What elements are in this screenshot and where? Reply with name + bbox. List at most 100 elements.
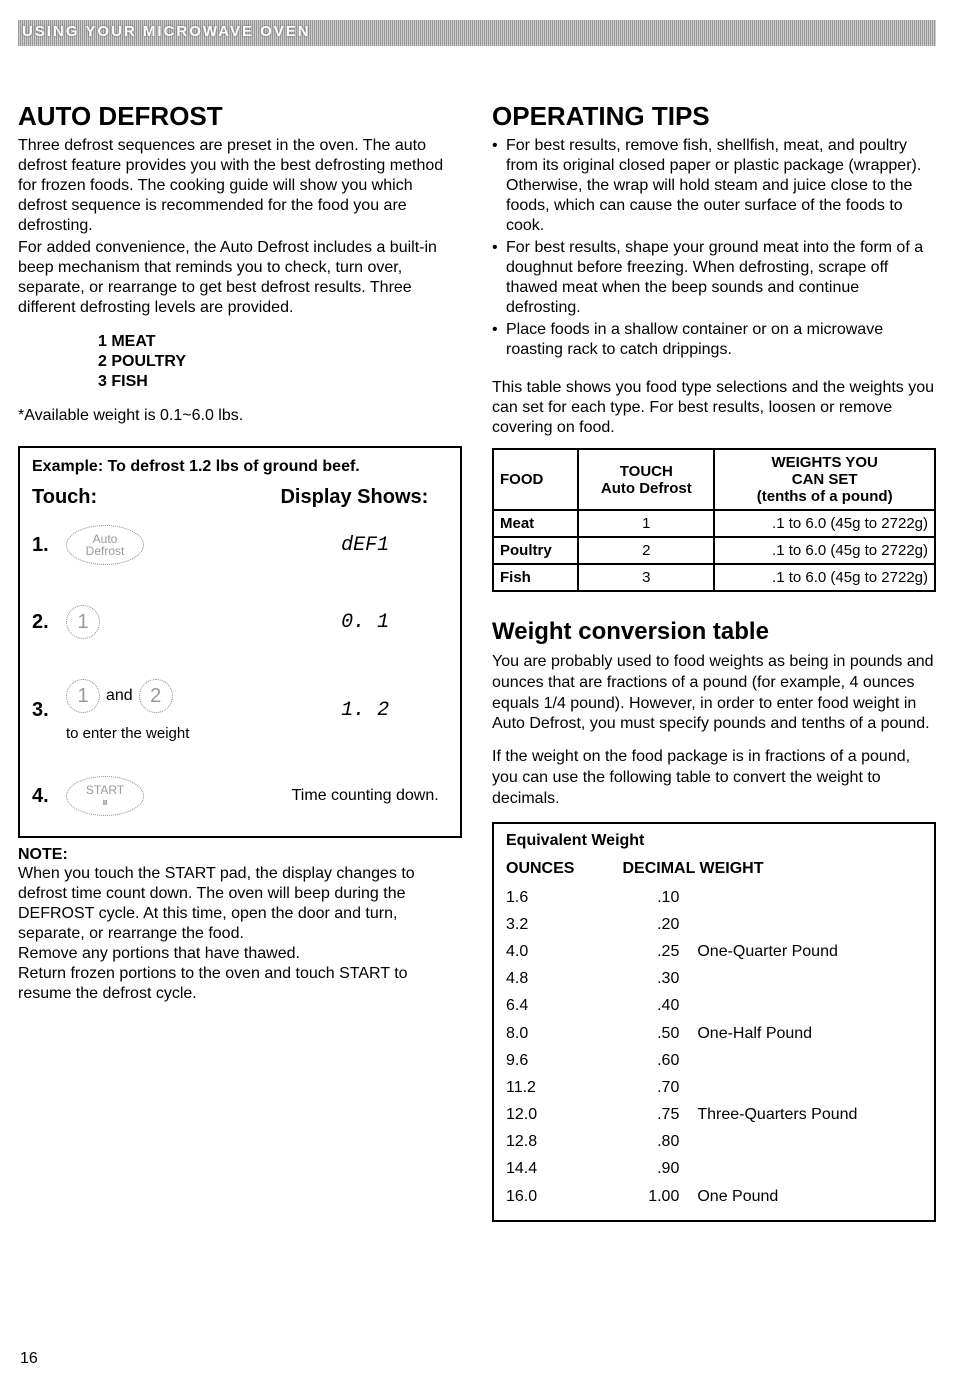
step-3-subnote: to enter the weight <box>66 725 282 742</box>
eq-row: 14.4.90 <box>506 1155 922 1182</box>
eq-label <box>697 1128 922 1155</box>
eq-label: One-Half Pound <box>697 1020 922 1047</box>
page-number: 16 <box>20 1350 38 1368</box>
eq-decimal: .30 <box>622 965 697 992</box>
eq-label <box>697 992 922 1019</box>
step-2: 2. 1 0. 1 <box>32 605 448 639</box>
eq-decimal: .90 <box>622 1155 697 1182</box>
eq-label <box>697 965 922 992</box>
food-cell: Meat <box>493 510 578 537</box>
eq-label: One-Quarter Pound <box>697 938 922 965</box>
step-4-display: Time counting down. <box>282 787 448 805</box>
eq-rows: 1.6.103.2.204.0.25One-Quarter Pound4.8.3… <box>506 884 922 1210</box>
eq-row: 1.6.10 <box>506 884 922 911</box>
section-banner: USING YOUR MICROWAVE OVEN <box>18 20 936 46</box>
eq-row: 16.01.00One Pound <box>506 1183 922 1210</box>
step-4-num: 4. <box>32 785 66 808</box>
available-weight: *Available weight is 0.1~6.0 lbs. <box>18 406 462 426</box>
eq-label <box>697 911 922 938</box>
eq-decimal: .10 <box>622 884 697 911</box>
eq-decimal: .25 <box>622 938 697 965</box>
eq-row: 12.0.75Three-Quarters Pound <box>506 1101 922 1128</box>
auto-defrost-button-icon: Auto Defrost <box>66 525 144 565</box>
level-meat: 1 MEAT <box>98 332 462 352</box>
tips-list: For best results, remove fish, shellfish… <box>492 136 936 360</box>
eq-label: Three-Quarters Pound <box>697 1101 922 1128</box>
eq-ounces: 12.0 <box>506 1101 622 1128</box>
defrost-levels: 1 MEAT 2 POULTRY 3 FISH <box>98 332 462 392</box>
step-2-display: 0. 1 <box>282 611 448 634</box>
eq-decimal: .75 <box>622 1101 697 1128</box>
eq-ounces: 12.8 <box>506 1128 622 1155</box>
eq-ounces: 4.0 <box>506 938 622 965</box>
wc-para-1: You are probably used to food weights as… <box>492 652 936 735</box>
start-button-icon: START ⏸ <box>66 776 144 816</box>
eq-row: 4.8.30 <box>506 965 922 992</box>
eq-row: 4.0.25One-Quarter Pound <box>506 938 922 965</box>
eq-ounces: 6.4 <box>506 992 622 1019</box>
auto-defrost-para-2: For added convenience, the Auto Defrost … <box>18 238 462 318</box>
food-head-1: FOOD <box>493 449 578 510</box>
eq-label <box>697 884 922 911</box>
eq-ounces: 8.0 <box>506 1020 622 1047</box>
operating-tips-heading: OPERATING TIPS <box>492 101 936 132</box>
auto-defrost-heading: AUTO DEFROST <box>18 101 462 132</box>
food-head-3: WEIGHTS YOUCAN SET(tenths of a pound) <box>714 449 935 510</box>
wc-para-2: If the weight on the food package is in … <box>492 747 936 809</box>
step-3-num: 3. <box>32 699 66 722</box>
touch-heading: Touch: <box>32 486 261 509</box>
note-body: When you touch the START pad, the displa… <box>18 864 462 1004</box>
auto-defrost-label-2: Defrost <box>86 545 125 557</box>
step-3: 3. 1 and 2 to enter the weight 1. 2 <box>32 679 448 742</box>
eq-ounces: 9.6 <box>506 1047 622 1074</box>
food-cell: 3 <box>578 564 714 591</box>
example-box: Example: To defrost 1.2 lbs of ground be… <box>18 446 462 838</box>
food-cell: .1 to 6.0 (45g to 2722g) <box>714 510 935 537</box>
food-cell: Fish <box>493 564 578 591</box>
food-cell: 1 <box>578 510 714 537</box>
eq-decimal: .60 <box>622 1047 697 1074</box>
and-text: and <box>106 687 133 705</box>
step-1-display: dEF1 <box>282 534 448 557</box>
auto-defrost-para-1: Three defrost sequences are preset in th… <box>18 136 462 236</box>
eq-row: 11.2.70 <box>506 1074 922 1101</box>
food-table: FOOD TOUCHAuto Defrost WEIGHTS YOUCAN SE… <box>492 448 936 592</box>
tip-3: Place foods in a shallow container or on… <box>492 320 936 360</box>
food-head-2: TOUCHAuto Defrost <box>578 449 714 510</box>
step-1-num: 1. <box>32 534 66 557</box>
eq-decimal: 1.00 <box>622 1183 697 1210</box>
eq-decimal: .20 <box>622 911 697 938</box>
banner-text: USING YOUR MICROWAVE OVEN <box>22 23 311 40</box>
eq-row: 12.8.80 <box>506 1128 922 1155</box>
food-row-fish: Fish 3 .1 to 6.0 (45g to 2722g) <box>493 564 935 591</box>
food-cell: .1 to 6.0 (45g to 2722g) <box>714 564 935 591</box>
eq-ounces: 16.0 <box>506 1183 622 1210</box>
food-cell: 2 <box>578 537 714 564</box>
eq-row: 9.6.60 <box>506 1047 922 1074</box>
display-heading: Display Shows: <box>261 486 448 509</box>
food-cell: .1 to 6.0 (45g to 2722g) <box>714 537 935 564</box>
left-column: AUTO DEFROST Three defrost sequences are… <box>18 101 462 1222</box>
eq-head-ounces: OUNCES <box>506 860 622 878</box>
equivalent-weight-box: Equivalent Weight OUNCES DECIMAL WEIGHT … <box>492 822 936 1222</box>
eq-decimal: .40 <box>622 992 697 1019</box>
step-1: 1. Auto Defrost dEF1 <box>32 525 448 565</box>
note-heading: NOTE: <box>18 846 462 864</box>
eq-title: Equivalent Weight <box>506 832 922 850</box>
food-row-meat: Meat 1 .1 to 6.0 (45g to 2722g) <box>493 510 935 537</box>
keypad-1-icon: 1 <box>66 605 100 639</box>
eq-label <box>697 1074 922 1101</box>
food-cell: Poultry <box>493 537 578 564</box>
eq-row: 8.0.50One-Half Pound <box>506 1020 922 1047</box>
eq-ounces: 4.8 <box>506 965 622 992</box>
step-4: 4. START ⏸ Time counting down. <box>32 776 448 816</box>
eq-head-decimal: DECIMAL WEIGHT <box>622 860 922 878</box>
eq-ounces: 3.2 <box>506 911 622 938</box>
weight-conversion-heading: Weight conversion table <box>492 618 936 646</box>
right-column: OPERATING TIPS For best results, remove … <box>492 101 936 1222</box>
level-fish: 3 FISH <box>98 372 462 392</box>
level-poultry: 2 POULTRY <box>98 352 462 372</box>
eq-decimal: .70 <box>622 1074 697 1101</box>
food-row-poultry: Poultry 2 .1 to 6.0 (45g to 2722g) <box>493 537 935 564</box>
eq-decimal: .80 <box>622 1128 697 1155</box>
